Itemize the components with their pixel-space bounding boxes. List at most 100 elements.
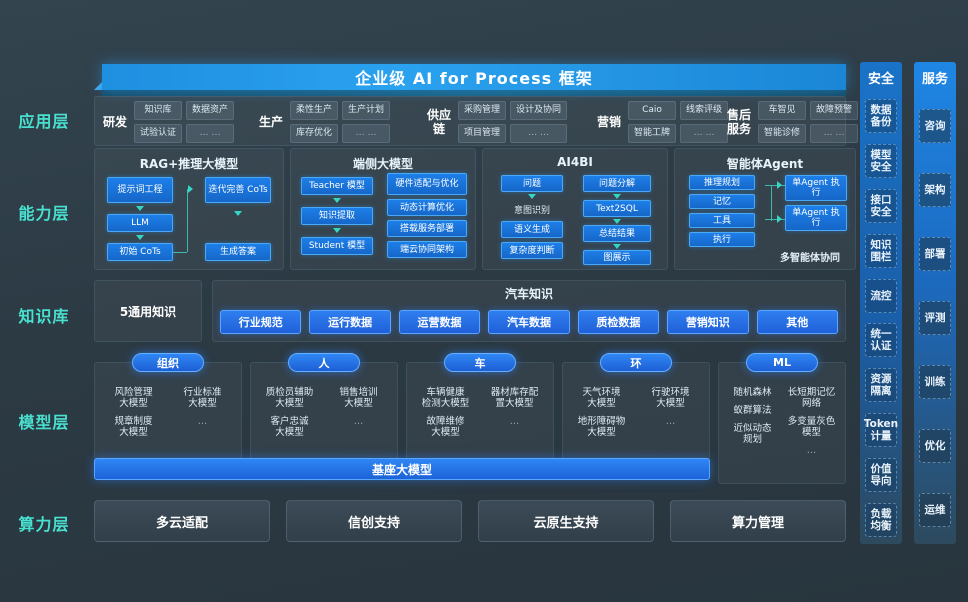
cap-node[interactable]: 记忆 xyxy=(689,194,755,209)
cap-node[interactable]: 迭代完善 CoTs xyxy=(205,177,271,203)
base-model-bar[interactable]: 基座大模型 xyxy=(94,458,710,480)
app-chip-more[interactable]: … … xyxy=(342,124,391,143)
app-group-rnd[interactable]: 研发 知识库 试验认证 数据资产 … … xyxy=(100,98,235,146)
cap-node[interactable]: 提示词工程 xyxy=(107,177,173,203)
app-chip-more[interactable]: … … xyxy=(186,124,235,143)
app-chip-more[interactable]: … … xyxy=(680,124,729,143)
cap-node[interactable]: 动态计算优化 xyxy=(387,199,467,216)
model-group-pill[interactable]: 车 xyxy=(444,353,516,372)
security-rail-item[interactable]: 知识围栏 xyxy=(865,233,897,268)
compute-box[interactable]: 云原生支持 xyxy=(478,500,654,542)
cap-node[interactable]: 图展示 xyxy=(583,250,651,265)
model-item[interactable]: 多变量灰色 模型 xyxy=(787,416,836,438)
cap-node[interactable]: 端云协同架构 xyxy=(387,241,467,258)
app-chip[interactable]: 知识库 xyxy=(134,101,183,120)
model-item-more[interactable]: … xyxy=(509,416,520,427)
cap-node[interactable]: Student 模型 xyxy=(301,237,373,255)
cap-node[interactable]: 硬件适配与优化 xyxy=(387,173,467,195)
app-chip[interactable]: 试验认证 xyxy=(134,124,183,143)
service-rail-item[interactable]: 运维 xyxy=(919,493,951,527)
model-item[interactable]: 质检员辅助 大模型 xyxy=(265,387,314,409)
cap-node[interactable]: 问题分解 xyxy=(583,175,651,192)
security-rail-item[interactable]: 价值导向 xyxy=(865,457,897,492)
knowledge-chip[interactable]: 营销知识 xyxy=(667,310,749,334)
cap-node[interactable]: 知识提取 xyxy=(301,207,373,225)
app-chip[interactable]: 生产计划 xyxy=(342,101,391,120)
cap-node[interactable]: 单Agent 执行 xyxy=(785,175,847,201)
security-rail-item[interactable]: 负载均衡 xyxy=(865,502,897,537)
security-rail-item[interactable]: 数据备份 xyxy=(865,99,897,134)
compute-box[interactable]: 信创支持 xyxy=(286,500,462,542)
compute-box[interactable]: 算力管理 xyxy=(670,500,846,542)
cap-node[interactable]: 复杂度判断 xyxy=(501,242,563,259)
model-item[interactable]: 风险管理 大模型 xyxy=(114,387,153,409)
cap-node[interactable]: 初始 CoTs xyxy=(107,243,173,261)
app-chip[interactable]: 数据资产 xyxy=(186,101,235,120)
model-item-more[interactable]: … xyxy=(806,445,817,456)
app-chip-more[interactable]: … … xyxy=(510,124,568,143)
model-item-more[interactable]: … xyxy=(197,416,208,427)
app-chip[interactable]: 采购管理 xyxy=(458,101,507,120)
security-rail-item[interactable]: 资源隔离 xyxy=(865,368,897,403)
model-item-more[interactable]: … xyxy=(665,416,676,427)
model-item[interactable]: 规章制度 大模型 xyxy=(114,416,153,438)
service-rail-item[interactable]: 咨询 xyxy=(919,109,951,143)
security-rail-item[interactable]: 流控 xyxy=(865,278,897,313)
app-chip[interactable]: 智能工牌 xyxy=(628,124,677,143)
model-item[interactable]: 蚁群算法 xyxy=(733,405,772,416)
model-group-pill[interactable]: 组织 xyxy=(132,353,204,372)
knowledge-chip[interactable]: 运行数据 xyxy=(309,310,391,334)
model-item[interactable]: 故障维修 大模型 xyxy=(426,416,465,438)
security-rail-item[interactable]: 接口安全 xyxy=(865,188,897,223)
cap-node[interactable]: 意图识别 xyxy=(513,205,550,216)
service-rail-item[interactable]: 训练 xyxy=(919,365,951,399)
app-chip[interactable]: 故障预警 xyxy=(810,101,859,120)
model-group-pill[interactable]: 环 xyxy=(600,353,672,372)
app-group-supply-chain[interactable]: 供应链 采购管理 项目管理 设计及协同 … … xyxy=(424,98,568,146)
security-rail-item[interactable]: 统一认证 xyxy=(865,323,897,358)
cap-node[interactable]: 工具 xyxy=(689,213,755,228)
model-group-pill[interactable]: 人 xyxy=(288,353,360,372)
app-group-marketing[interactable]: 营销 Caio 智能工牌 线索评级 … … xyxy=(594,98,729,146)
model-item-more[interactable]: … xyxy=(353,416,364,427)
app-chip[interactable]: Caio xyxy=(628,101,677,120)
cap-node[interactable]: Text2SQL xyxy=(583,200,651,217)
app-group-production[interactable]: 生产 柔性生产 库存优化 生产计划 … … xyxy=(256,98,391,146)
knowledge-chip[interactable]: 质检数据 xyxy=(577,310,660,334)
service-rail-item[interactable]: 部署 xyxy=(919,237,951,271)
cap-node[interactable]: 问题 xyxy=(501,175,563,192)
security-rail-item[interactable]: Token计量 xyxy=(864,412,898,447)
app-chip[interactable]: 线索评级 xyxy=(680,101,729,120)
security-rail-item[interactable]: 模型安全 xyxy=(865,144,897,179)
cap-node[interactable]: 搭载服务部署 xyxy=(387,220,467,237)
model-item[interactable]: 长短期记忆 网络 xyxy=(787,387,836,409)
cap-node[interactable]: 生成答案 xyxy=(205,243,271,261)
knowledge-chip[interactable]: 其他 xyxy=(756,310,838,334)
app-chip[interactable]: 车智见 xyxy=(758,101,807,120)
compute-box[interactable]: 多云适配 xyxy=(94,500,270,542)
model-item[interactable]: 行业标准 大模型 xyxy=(183,387,222,409)
cap-node[interactable]: 总结结果 xyxy=(583,225,651,242)
model-item[interactable]: 近似动态 规划 xyxy=(733,423,772,445)
model-item[interactable]: 销售培训 大模型 xyxy=(339,387,378,409)
app-chip[interactable]: 库存优化 xyxy=(290,124,339,143)
service-rail-item[interactable]: 架构 xyxy=(919,173,951,207)
cap-node[interactable]: Teacher 模型 xyxy=(301,177,373,195)
cap-node[interactable]: 执行 xyxy=(689,232,755,247)
app-chip[interactable]: 柔性生产 xyxy=(290,101,339,120)
cap-node[interactable]: 单Agent 执行 xyxy=(785,205,847,231)
knowledge-chip[interactable]: 运营数据 xyxy=(398,310,481,334)
app-chip-more[interactable]: … … xyxy=(810,124,859,143)
app-chip[interactable]: 智能诊修 xyxy=(758,124,807,143)
knowledge-chip[interactable]: 汽车数据 xyxy=(488,310,570,334)
cap-node[interactable]: 推理规划 xyxy=(689,175,755,190)
model-item[interactable]: 客户忠诚 大模型 xyxy=(270,416,309,438)
app-chip[interactable]: 项目管理 xyxy=(458,124,507,143)
cap-node[interactable]: 语义生成 xyxy=(501,221,563,238)
model-group-pill[interactable]: ML xyxy=(746,353,818,372)
knowledge-chip[interactable]: 行业规范 xyxy=(220,310,302,334)
cap-node[interactable]: LLM xyxy=(107,214,173,232)
service-rail-item[interactable]: 评测 xyxy=(919,301,951,335)
app-chip[interactable]: 设计及协同 xyxy=(510,101,568,120)
app-group-after-sales[interactable]: 售后服务 车智见 智能诊修 故障预警 … … xyxy=(724,98,859,146)
